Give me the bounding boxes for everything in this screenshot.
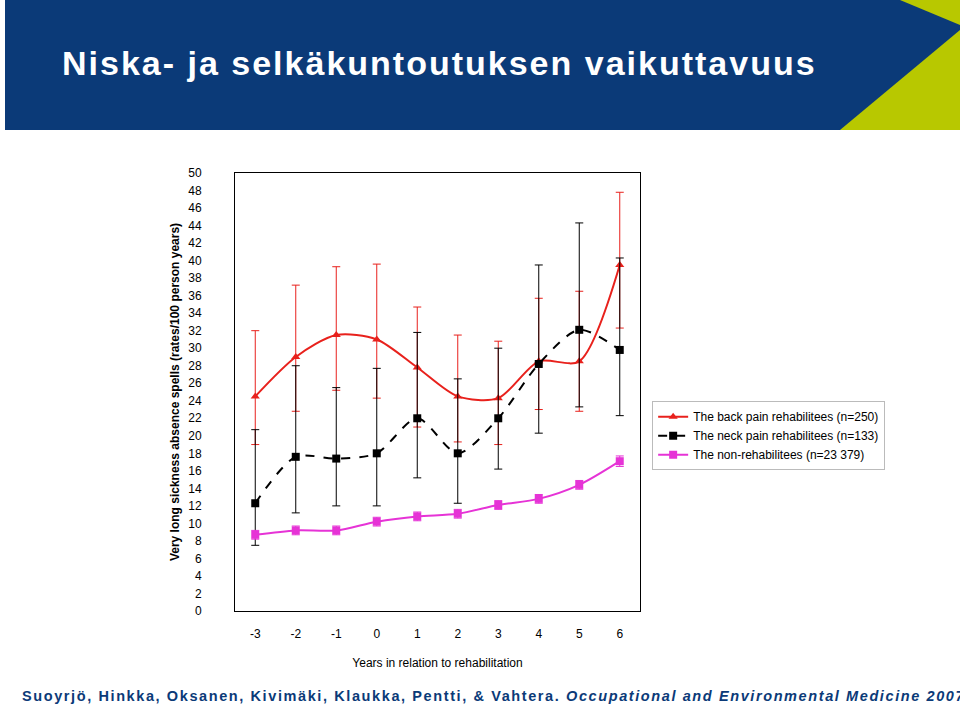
svg-text:Very long sickness absence spe: Very long sickness absence spells (rates… [168, 223, 182, 561]
svg-text:32: 32 [188, 324, 202, 338]
svg-text:36: 36 [188, 289, 202, 303]
svg-text:38: 38 [188, 271, 202, 285]
svg-text:6: 6 [616, 627, 623, 641]
svg-text:26: 26 [188, 376, 202, 390]
svg-text:The back pain rehabilitees (n=: The back pain rehabilitees (n=250) [693, 410, 878, 424]
svg-text:28: 28 [188, 359, 202, 373]
svg-text:10: 10 [188, 517, 202, 531]
svg-text:2: 2 [454, 627, 461, 641]
svg-text:30: 30 [188, 341, 202, 355]
svg-text:The non-rehabilitees (n=23 379: The non-rehabilitees (n=23 379) [693, 448, 864, 462]
svg-text:22: 22 [188, 411, 202, 425]
svg-text:0: 0 [373, 627, 380, 641]
svg-text:46: 46 [188, 201, 202, 215]
html-text:Suoyrjö, Hinkka, Oksanen, Kivi: Suoyrjö, Hinkka, Oksanen, Kivimäki, Klau… [22, 688, 561, 704]
svg-text:34: 34 [188, 306, 202, 320]
svg-text:14: 14 [188, 482, 202, 496]
html-text:Niska- ja selkäkuntoutuksen va: Niska- ja selkäkuntoutuksen vaikuttavuus [62, 44, 817, 82]
svg-text:8: 8 [195, 534, 202, 548]
svg-text:50: 50 [188, 166, 202, 180]
svg-text:44: 44 [188, 219, 202, 233]
svg-text:-1: -1 [331, 627, 342, 641]
svg-text:18: 18 [188, 447, 202, 461]
svg-text:24: 24 [188, 394, 202, 408]
svg-text:20: 20 [188, 429, 202, 443]
svg-text:16: 16 [188, 464, 202, 478]
svg-text:3: 3 [495, 627, 502, 641]
svg-text:-2: -2 [290, 627, 301, 641]
svg-text:-3: -3 [250, 627, 261, 641]
svg-text:42: 42 [188, 236, 202, 250]
svg-text:5: 5 [576, 627, 583, 641]
svg-text:48: 48 [188, 184, 202, 198]
svg-text:40: 40 [188, 254, 202, 268]
svg-text:6: 6 [195, 552, 202, 566]
svg-text:4: 4 [535, 627, 542, 641]
svg-text:1: 1 [414, 627, 421, 641]
svg-text:2: 2 [195, 587, 202, 601]
svg-text:0: 0 [195, 604, 202, 618]
svg-text:The neck pain rehabilitees (n=: The neck pain rehabilitees (n=133) [693, 429, 878, 443]
svg-text:Years in relation to rehabilit: Years in relation to rehabilitation [352, 656, 522, 670]
svg-text:12: 12 [188, 499, 202, 513]
svg-text:4: 4 [195, 569, 202, 583]
